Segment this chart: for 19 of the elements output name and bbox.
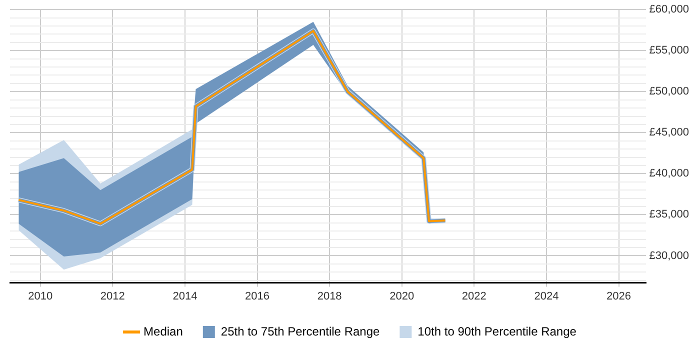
legend-label: Median — [144, 324, 183, 338]
x-tick-label: 2018 — [317, 290, 342, 302]
y-tick-label: £30,000 — [649, 250, 690, 262]
x-tick-label: 2026 — [606, 290, 632, 302]
x-tick-label: 2020 — [390, 290, 414, 302]
x-tick-label: 2024 — [534, 290, 559, 302]
y-tick-label: £35,000 — [649, 208, 690, 221]
y-tick-label: £40,000 — [649, 168, 690, 180]
x-tick-label: 2012 — [100, 290, 125, 302]
x-tick-label: 2016 — [245, 290, 270, 302]
x-tick-label: 2014 — [172, 290, 198, 302]
y-tick-label: £60,000 — [649, 4, 690, 16]
y-tick-label: £50,000 — [649, 86, 690, 98]
x-tick-label: 2022 — [462, 290, 486, 302]
y-tick-label: £55,000 — [649, 44, 690, 57]
x-tick-label: 2010 — [28, 290, 53, 302]
legend-label: 25th to 75th Percentile Range — [220, 324, 380, 338]
legend-label: 10th to 90th Percentile Range — [418, 324, 577, 338]
y-tick-label: £45,000 — [649, 126, 690, 139]
